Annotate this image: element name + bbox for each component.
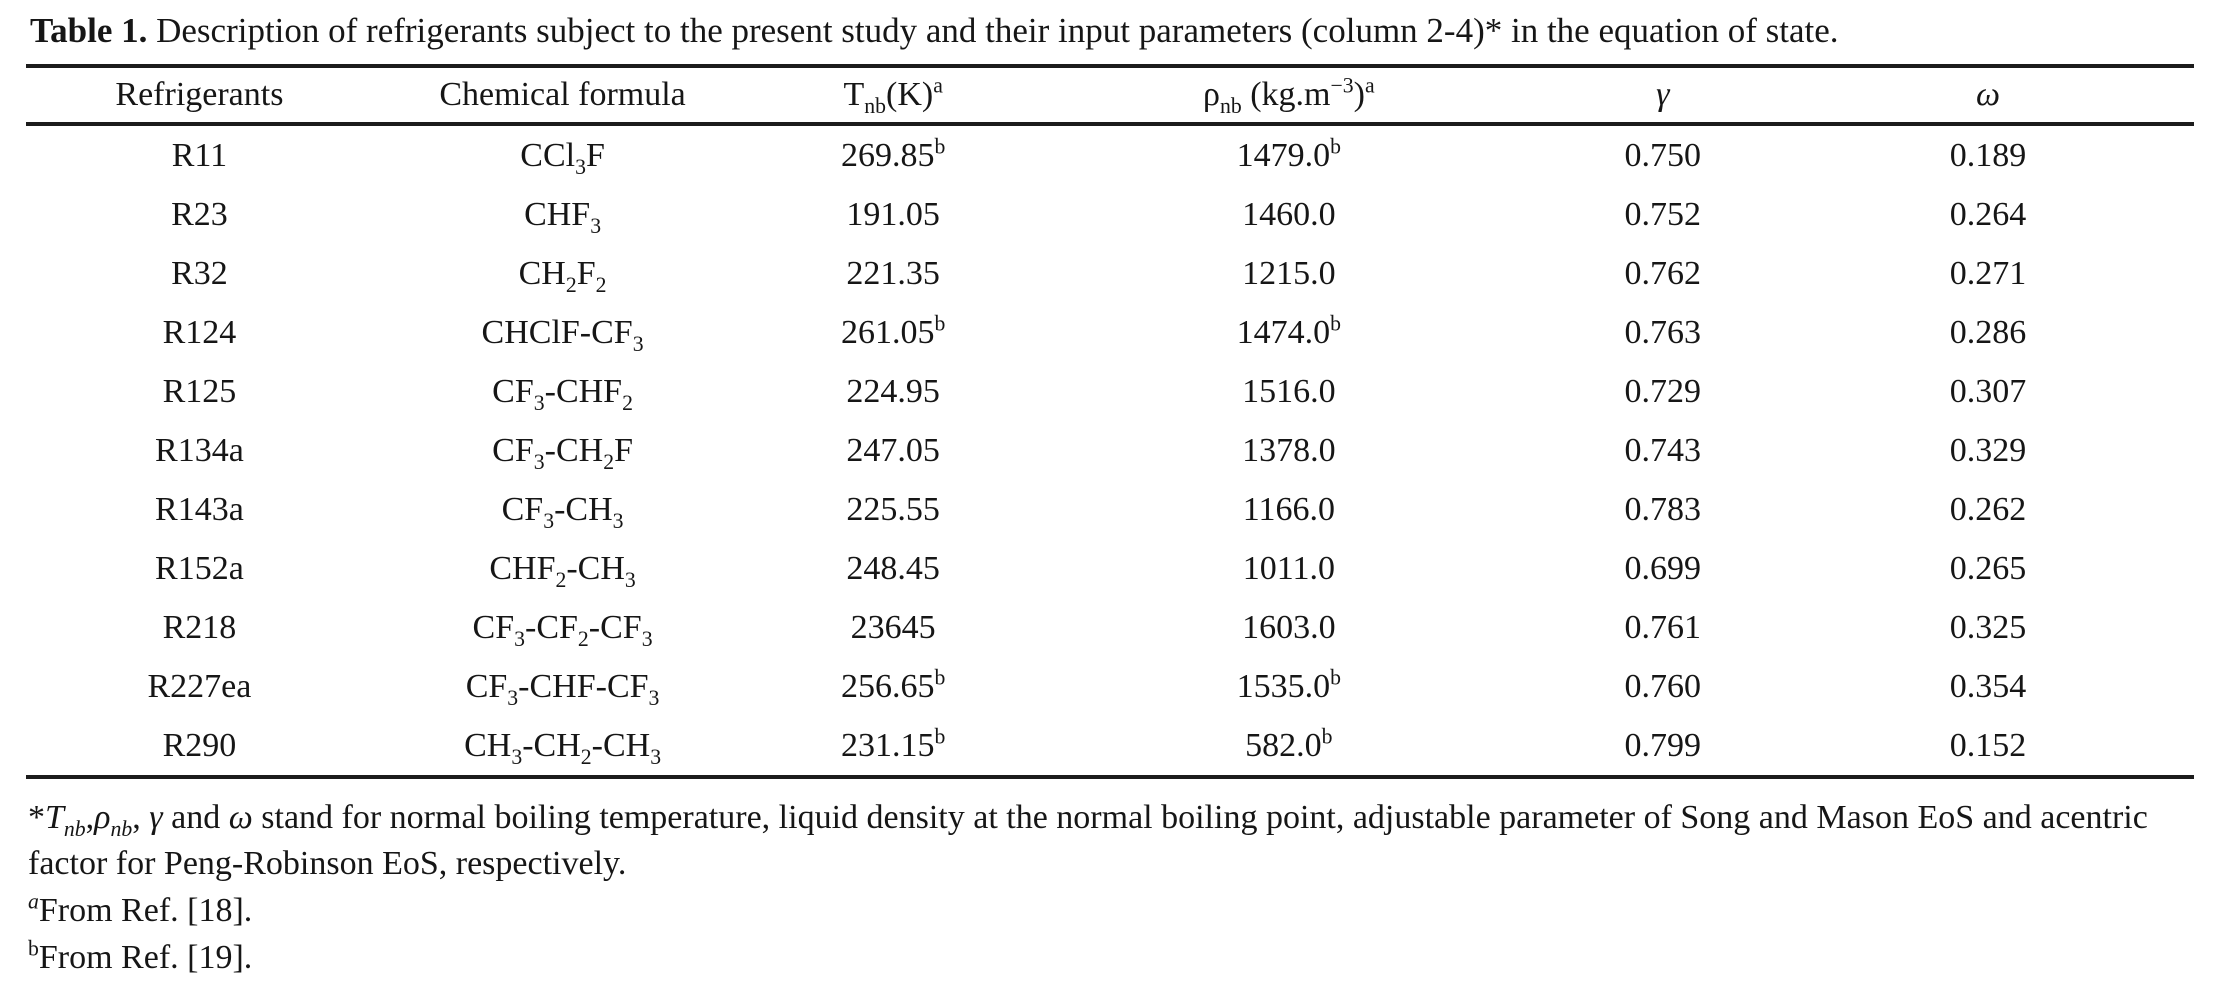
table-row: R218 CF3-CF2-CF3 23645 1603.0 0.761 0.32… <box>26 598 2194 657</box>
cell-formula: CH2F2 <box>518 254 607 297</box>
cell-rho-nb: 1535.0b <box>1236 665 1342 705</box>
cell-gamma: 0.763 <box>1624 313 1702 351</box>
table-row: R124 CHClF-CF3 261.05b 1474.0b 0.763 0.2… <box>26 303 2194 362</box>
cell-omega: 0.325 <box>1949 608 2027 646</box>
cell-refrigerant: R11 <box>171 136 228 174</box>
table-row: R11 CCl3F 269.85b 1479.0b 0.750 0.189 <box>26 124 2194 185</box>
table-caption: Table 1. Description of refrigerants sub… <box>30 8 2192 54</box>
cell-tnb: 23645 <box>850 608 936 646</box>
cell-omega: 0.264 <box>1949 195 2027 233</box>
cell-refrigerant: R152a <box>155 549 244 587</box>
cell-rho-nb: 1215.0 <box>1242 254 1336 292</box>
refrigerants-table: Refrigerants Chemical formula Tnb(K)a ρn… <box>26 64 2194 779</box>
cell-formula: CHF2-CH3 <box>489 549 636 592</box>
cell-refrigerant: R218 <box>162 608 237 646</box>
col-header-omega: ω <box>1782 66 2194 126</box>
cell-tnb: 221.35 <box>846 254 940 292</box>
cell-rho-nb: 1474.0b <box>1236 311 1342 351</box>
cell-formula: CF3-CHF-CF3 <box>465 667 660 710</box>
cell-formula: CHClF-CF3 <box>481 313 644 356</box>
cell-tnb: 225.55 <box>846 490 940 528</box>
cell-gamma: 0.761 <box>1624 608 1702 646</box>
cell-formula: CH3-CH2-CH3 <box>464 726 662 769</box>
cell-omega: 0.189 <box>1949 136 2027 174</box>
col-header-tnb: Tnb(K)a <box>752 66 1035 126</box>
cell-omega: 0.271 <box>1949 254 2027 292</box>
cell-formula: CF3-CF2-CF3 <box>472 608 653 651</box>
cell-omega: 0.262 <box>1949 490 2027 528</box>
cell-tnb: 191.05 <box>846 195 940 233</box>
cell-rho-nb: 582.0b <box>1245 724 1333 764</box>
cell-gamma: 0.783 <box>1624 490 1702 528</box>
cell-gamma: 0.699 <box>1624 549 1702 587</box>
cell-omega: 0.307 <box>1949 372 2027 410</box>
cell-refrigerant: R227ea <box>147 667 252 705</box>
footnote-b: bFrom Ref. [19]. <box>28 936 253 976</box>
table-row: R290 CH3-CH2-CH3 231.15b 582.0b 0.799 0.… <box>26 716 2194 777</box>
cell-tnb: 231.15b <box>840 724 946 764</box>
cell-rho-nb: 1011.0 <box>1242 549 1335 587</box>
cell-rho-nb: 1166.0 <box>1242 490 1335 528</box>
cell-refrigerant: R32 <box>171 254 228 292</box>
cell-refrigerant: R134a <box>155 431 244 469</box>
cell-gamma: 0.752 <box>1624 195 1702 233</box>
cell-refrigerant: R290 <box>162 726 237 764</box>
cell-rho-nb: 1479.0b <box>1236 134 1342 174</box>
cell-formula: CF3-CHF2 <box>492 372 633 415</box>
cell-gamma: 0.762 <box>1624 254 1702 292</box>
col-header-rho-nb: ρnb (kg.m−3)a <box>1034 66 1544 126</box>
footnote-star: *Tnb,ρnb, γ and ω stand for normal boili… <box>28 799 2148 882</box>
cell-tnb: 247.05 <box>846 431 940 469</box>
cell-refrigerant: R124 <box>162 313 237 351</box>
cell-omega: 0.286 <box>1949 313 2027 351</box>
cell-gamma: 0.799 <box>1624 726 1702 764</box>
footnote-a: aFrom Ref. [18]. <box>28 889 253 929</box>
cell-tnb: 248.45 <box>846 549 940 587</box>
cell-refrigerant: R23 <box>171 195 228 233</box>
col-header-gamma: γ <box>1543 66 1783 126</box>
cell-formula: CF3-CH2F <box>492 431 633 474</box>
table-row: R227ea CF3-CHF-CF3 256.65b 1535.0b 0.760… <box>26 657 2194 716</box>
table-row: R23 CHF3 191.05 1460.0 0.752 0.264 <box>26 185 2194 244</box>
cell-tnb: 224.95 <box>846 372 940 410</box>
cell-formula: CHF3 <box>524 195 602 238</box>
cell-omega: 0.329 <box>1949 431 2027 469</box>
table-row: R32 CH2F2 221.35 1215.0 0.762 0.271 <box>26 244 2194 303</box>
cell-omega: 0.152 <box>1949 726 2027 764</box>
cell-formula: CF3-CH3 <box>501 490 624 533</box>
cell-omega: 0.354 <box>1949 667 2027 705</box>
table-header: Refrigerants Chemical formula Tnb(K)a ρn… <box>26 66 2194 126</box>
cell-gamma: 0.729 <box>1624 372 1702 410</box>
cell-rho-nb: 1603.0 <box>1242 608 1336 646</box>
table-caption-label: Table 1. <box>30 11 148 50</box>
table-row: R134a CF3-CH2F 247.05 1378.0 0.743 0.329 <box>26 421 2194 480</box>
header-row: Refrigerants Chemical formula Tnb(K)a ρn… <box>26 66 2194 126</box>
table-row: R152a CHF2-CH3 248.45 1011.0 0.699 0.265 <box>26 539 2194 598</box>
table-row: R143a CF3-CH3 225.55 1166.0 0.783 0.262 <box>26 480 2194 539</box>
cell-tnb: 269.85b <box>840 134 946 174</box>
col-header-chemical-formula: Chemical formula <box>372 66 753 126</box>
cell-rho-nb: 1460.0 <box>1242 195 1336 233</box>
cell-omega: 0.265 <box>1949 549 2027 587</box>
cell-rho-nb: 1378.0 <box>1242 431 1336 469</box>
cell-gamma: 0.760 <box>1624 667 1702 705</box>
footnotes: *Tnb,ρnb, γ and ω stand for normal boili… <box>28 795 2192 981</box>
cell-formula: CCl3F <box>520 136 605 179</box>
cell-gamma: 0.743 <box>1624 431 1702 469</box>
col-header-refrigerants: Refrigerants <box>26 66 373 126</box>
table-caption-text: Description of refrigerants subject to t… <box>147 11 1839 50</box>
cell-rho-nb: 1516.0 <box>1242 372 1336 410</box>
cell-tnb: 261.05b <box>840 311 946 351</box>
cell-tnb: 256.65b <box>840 665 946 705</box>
cell-refrigerant: R125 <box>162 372 237 410</box>
table-row: R125 CF3-CHF2 224.95 1516.0 0.729 0.307 <box>26 362 2194 421</box>
cell-refrigerant: R143a <box>155 490 244 528</box>
table-body: R11 CCl3F 269.85b 1479.0b 0.750 0.189 R2… <box>26 124 2194 777</box>
cell-gamma: 0.750 <box>1624 136 1702 174</box>
